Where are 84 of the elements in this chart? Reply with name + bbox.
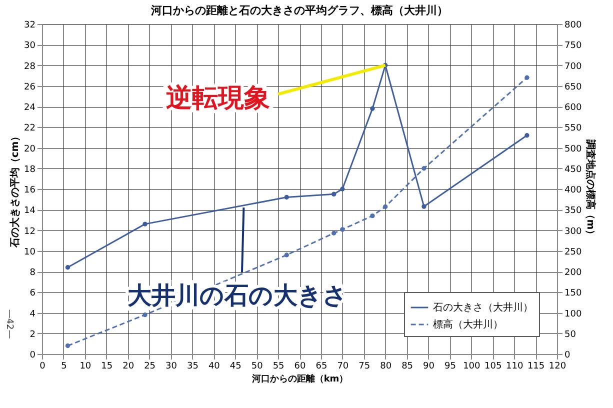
- y2-tick-label: 50: [564, 330, 576, 340]
- y2-tick-label: 400: [564, 186, 582, 196]
- legend-label: 石の大きさ（大井川）: [433, 302, 533, 314]
- point: [284, 252, 289, 258]
- point: [422, 204, 426, 209]
- point: [142, 222, 148, 226]
- y-tick-label: 22: [24, 124, 36, 134]
- y2-tick-label: 500: [564, 144, 582, 154]
- point: [422, 166, 426, 171]
- y-tick-label: 32: [24, 20, 36, 30]
- point: [370, 106, 375, 111]
- y2-tick-label: 450: [564, 164, 582, 175]
- x-tick-label: 10: [80, 362, 92, 372]
- y2-tick-label: 550: [564, 124, 582, 134]
- annotation: 逆転現象: [166, 83, 270, 114]
- x-tick-label: 20: [122, 362, 134, 372]
- y2-tick-label: 150: [564, 288, 582, 299]
- y2-tick-label: 300: [564, 226, 582, 237]
- point: [382, 204, 388, 210]
- x-tick-label: 5: [61, 362, 67, 372]
- x-tick-label: 90: [423, 362, 435, 372]
- y-tick-label: 26: [24, 82, 36, 92]
- x-tick-label: 65: [316, 362, 328, 372]
- x-tick-label: 40: [208, 362, 220, 372]
- y-tick-label: 30: [24, 41, 36, 52]
- point: [65, 343, 70, 348]
- y2-axis-title: 調査地点の標高（m）: [584, 138, 597, 240]
- x-tick-label: 35: [186, 362, 198, 372]
- text: —42—: [4, 309, 14, 339]
- y2-tick-label: 0: [564, 350, 570, 360]
- y-tick-label: 24: [24, 103, 36, 113]
- y-tick-label: 16: [24, 186, 36, 196]
- x-tick-label: 70: [337, 362, 349, 372]
- x-tick-label: 30: [166, 362, 178, 372]
- y2-tick-label: 750: [564, 41, 582, 52]
- point: [370, 213, 375, 218]
- point: [340, 227, 345, 232]
- x-tick-label: 80: [380, 362, 392, 372]
- point: [142, 312, 148, 318]
- x-tick-label: 105: [484, 362, 502, 372]
- x-tick-label: 120: [548, 362, 566, 372]
- x-tick-label: 15: [101, 362, 113, 372]
- x-tick-label: 110: [506, 362, 524, 372]
- y-tick-label: 10: [24, 247, 36, 258]
- y2-tick-label: 350: [564, 206, 582, 216]
- y2-tick-label: 600: [564, 103, 582, 113]
- y2-tick-label: 200: [564, 268, 582, 278]
- x-tick-label: 50: [251, 362, 264, 372]
- y-tick-label: 2: [30, 330, 36, 340]
- y-tick-label: 28: [24, 62, 36, 72]
- y-tick-label: 20: [24, 144, 36, 154]
- point: [331, 192, 336, 196]
- x-tick-label: 60: [294, 362, 306, 372]
- y2-tick-label: 700: [564, 62, 582, 72]
- point: [524, 75, 530, 80]
- y2-tick-label: 650: [564, 82, 582, 92]
- point: [331, 230, 336, 236]
- x-tick-label: 0: [40, 362, 46, 372]
- y-tick-label: 14: [24, 206, 36, 216]
- x-axis-title: 河口からの距離（km）: [250, 374, 348, 384]
- x-tick-label: 95: [444, 362, 456, 372]
- x-tick-label: 100: [463, 362, 481, 372]
- y-axis-title: 石の大きさの平均（cm）: [9, 131, 22, 249]
- chart-title: 河口からの距離と石の大きさの平均グラフ、標高（大井川）: [150, 4, 448, 17]
- legend-label: 標高（大井川）: [433, 318, 503, 330]
- point: [284, 194, 289, 200]
- y-tick-label: 0: [30, 350, 36, 360]
- y-tick-label: 6: [30, 288, 36, 299]
- y-tick-label: 18: [24, 164, 36, 175]
- y2-tick-label: 800: [564, 20, 582, 30]
- point: [524, 133, 530, 138]
- point: [65, 265, 70, 270]
- x-tick-label: 115: [527, 362, 545, 372]
- x-tick-label: 55: [272, 362, 284, 372]
- x-tick-label: 75: [358, 362, 370, 372]
- y-tick-label: 4: [30, 309, 36, 320]
- point: [340, 186, 345, 192]
- y-tick-label: 8: [30, 268, 36, 278]
- y2-tick-label: 250: [564, 247, 582, 258]
- y2-tick-label: 100: [564, 309, 582, 320]
- x-tick-label: 45: [230, 362, 242, 372]
- x-tick-label: 25: [144, 362, 156, 372]
- x-tick-label: 85: [402, 362, 414, 372]
- y-tick-label: 12: [24, 226, 36, 237]
